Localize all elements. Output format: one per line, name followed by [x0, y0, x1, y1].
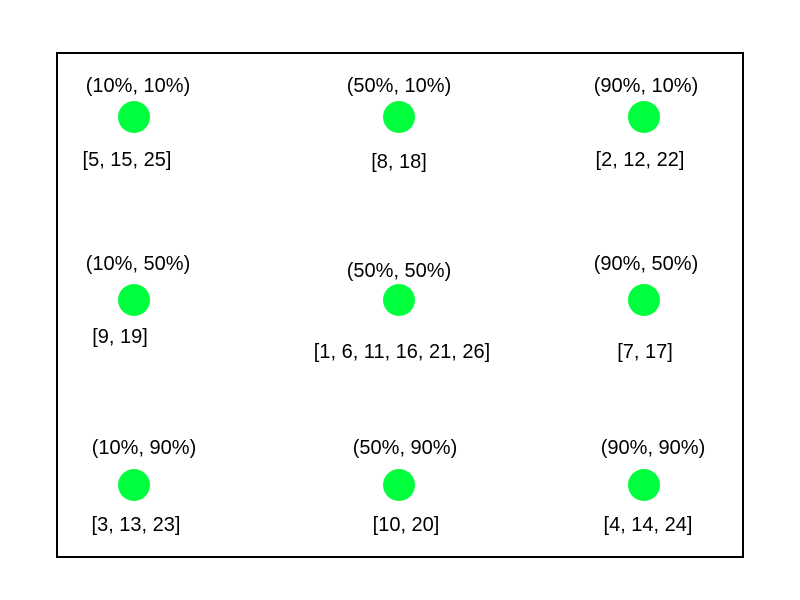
point-coordinate-label: (10%, 50%)	[85, 253, 191, 275]
point-ids-label: [4, 14, 24]	[603, 514, 693, 536]
point-ids-label: [5, 15, 25]	[82, 149, 172, 171]
point-ids-label: [1, 6, 11, 16, 21, 26]	[313, 341, 491, 363]
point-dot	[628, 469, 660, 501]
point-dot	[118, 284, 150, 316]
point-dot	[118, 469, 150, 501]
point-coordinate-label: (10%, 10%)	[85, 75, 191, 97]
point-dot	[628, 284, 660, 316]
point-coordinate-label: (90%, 90%)	[600, 437, 706, 459]
point-ids-label: [8, 18]	[371, 151, 427, 173]
point-dot	[118, 101, 150, 133]
point-dot	[383, 469, 415, 501]
point-coordinate-label: (90%, 10%)	[593, 75, 699, 97]
point-coordinate-label: (90%, 50%)	[593, 253, 699, 275]
point-coordinate-label: (10%, 90%)	[91, 437, 197, 459]
point-dot	[628, 101, 660, 133]
diagram-frame	[56, 52, 744, 558]
point-ids-label: [3, 13, 23]	[91, 514, 181, 536]
point-coordinate-label: (50%, 50%)	[346, 260, 452, 282]
point-dot	[383, 101, 415, 133]
point-ids-label: [2, 12, 22]	[595, 149, 685, 171]
point-dot	[383, 284, 415, 316]
point-ids-label: [7, 17]	[617, 341, 673, 363]
point-ids-label: [10, 20]	[372, 514, 440, 536]
point-coordinate-label: (50%, 10%)	[346, 75, 452, 97]
point-ids-label: [9, 19]	[92, 326, 148, 348]
point-coordinate-label: (50%, 90%)	[352, 437, 458, 459]
